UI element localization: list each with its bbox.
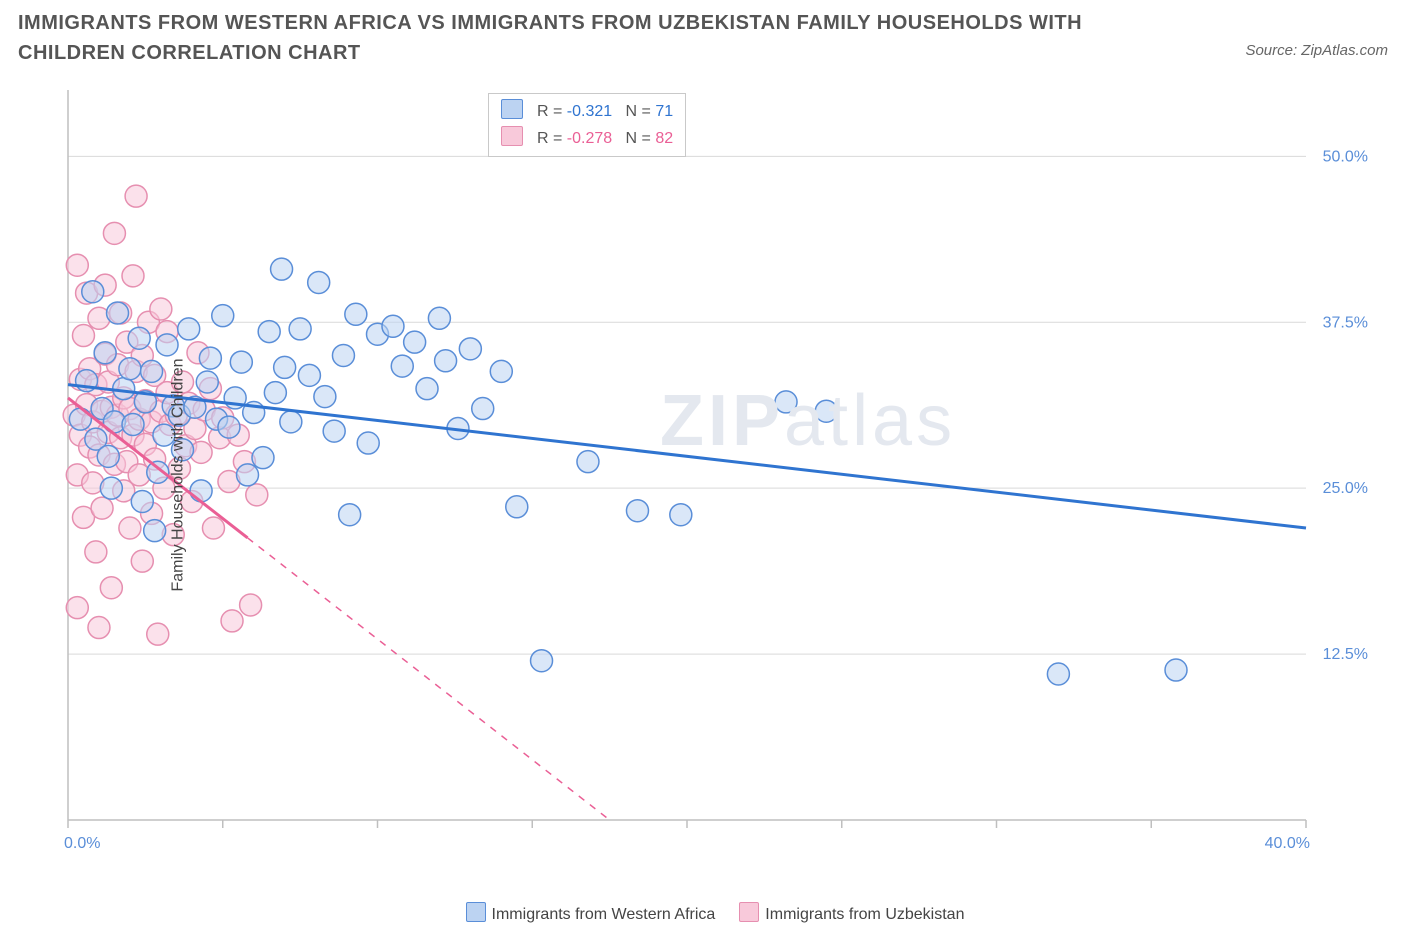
- source-attribution: Source: ZipAtlas.com: [1245, 42, 1388, 59]
- legend-label: Immigrants from Uzbekistan: [765, 906, 964, 923]
- svg-text:25.0%: 25.0%: [1323, 480, 1368, 497]
- svg-text:0.0%: 0.0%: [64, 835, 100, 852]
- svg-text:12.5%: 12.5%: [1323, 646, 1368, 663]
- chart-svg: 12.5% 25.0% 37.5% 50.0% 0.0% 40.0%: [50, 90, 1386, 860]
- legend-label: Immigrants from Western Africa: [492, 906, 716, 923]
- y-axis-label: Family Households with Children: [169, 359, 187, 592]
- legend: Immigrants from Western Africa Immigrants…: [0, 902, 1406, 924]
- stats-row: R = -0.321 N = 71: [501, 98, 673, 125]
- svg-text:50.0%: 50.0%: [1323, 148, 1368, 165]
- legend-swatch: [466, 902, 486, 922]
- chart-title: IMMIGRANTS FROM WESTERN AFRICA VS IMMIGR…: [18, 8, 1138, 68]
- svg-text:37.5%: 37.5%: [1323, 314, 1368, 331]
- svg-text:40.0%: 40.0%: [1265, 835, 1310, 852]
- legend-swatch: [739, 902, 759, 922]
- stats-box: R = -0.321 N = 71R = -0.278 N = 82: [488, 93, 686, 157]
- stats-row: R = -0.278 N = 82: [501, 125, 673, 152]
- plot-area: Family Households with Children 12.5% 25.…: [50, 90, 1386, 860]
